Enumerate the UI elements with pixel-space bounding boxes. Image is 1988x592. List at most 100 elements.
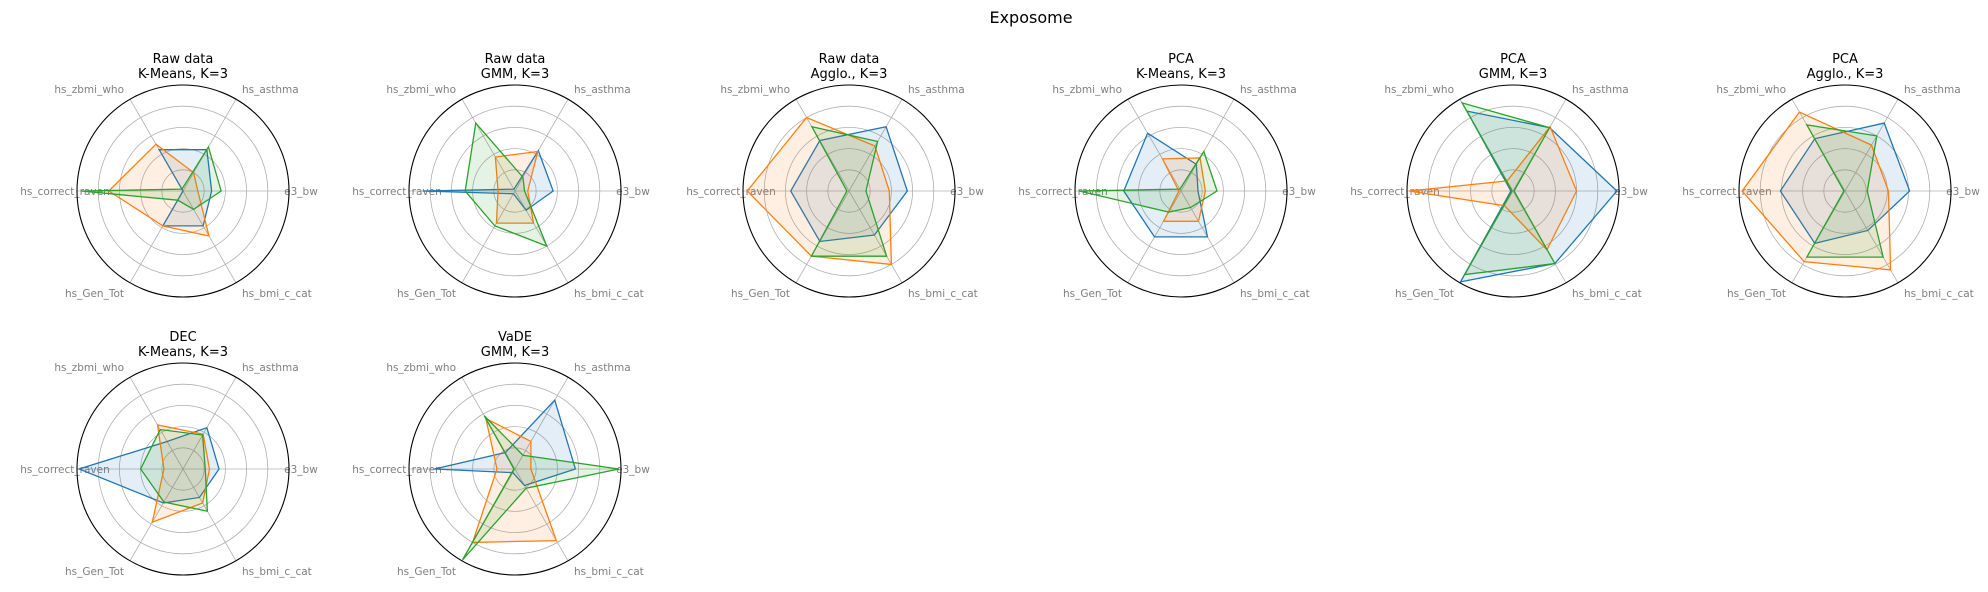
axis-label: hs_bmi_c_cat	[1572, 288, 1642, 300]
axis-label: hs_Gen_Tot	[731, 288, 790, 300]
radar-frame	[1406, 84, 1620, 298]
axis-label: hs_asthma	[242, 84, 299, 96]
radar-panel: e3_bw hs_asthma hs_zbmi_who hs_correct_rave…	[1018, 52, 1316, 300]
panel-title-line2: GMM, K=3	[481, 67, 549, 82]
axis-label: e3_bw	[284, 464, 318, 476]
axis-spoke	[1127, 99, 1182, 192]
radar-frame	[408, 84, 622, 298]
series-polygon	[471, 417, 558, 544]
axis-spoke	[848, 190, 903, 283]
panel-title-line1: DEC	[169, 330, 196, 345]
radar-panel: e3_bwhs_asthmahs_zbmi_whohs_correct_rave…	[20, 330, 318, 578]
panel-title-line2: GMM, K=3	[481, 345, 549, 360]
radar-panel: e3_bw hs_asthma hs_zbmi_who hs_correct_rave…	[352, 330, 650, 578]
axis-label: hs_asthma	[1904, 84, 1961, 96]
axis-label: hs_correct_raven	[1018, 186, 1107, 198]
axis-label: hs_bmi_c_cat	[574, 288, 644, 300]
radar-frame	[76, 362, 290, 576]
panel-title-line2: K-Means, K=3	[138, 345, 228, 360]
panels-group: e3_bw hs_asthma hs_zbmi_who hs_correct_rave…	[20, 52, 1980, 578]
panel-title-line1: Raw data	[819, 52, 880, 67]
panel-title-line1: PCA	[1168, 52, 1194, 67]
axis-label: hs_zbmi_who	[1384, 84, 1454, 96]
series-polygon	[746, 116, 893, 266]
axis-label: hs_Gen_Tot	[397, 566, 456, 578]
radar-frame	[408, 362, 622, 576]
axis-label: hs_bmi_c_cat	[574, 566, 644, 578]
series-polygon	[464, 121, 548, 248]
axis-label: hs_asthma	[574, 362, 631, 374]
axis-label: hs_zbmi_who	[386, 84, 456, 96]
series-polygon	[1079, 150, 1218, 213]
axis-label: hs_correct_raven	[352, 186, 441, 198]
axis-spoke	[129, 377, 184, 470]
series-polygon	[461, 415, 620, 561]
radar-panel: e3_bwhs_asthmahs_zbmi_whohs_correct_rave…	[686, 52, 984, 300]
panel-title-line1: PCA	[1832, 52, 1858, 67]
axis-label: hs_bmi_c_cat	[242, 566, 312, 578]
axis-label: hs_asthma	[1240, 84, 1297, 96]
axis-label: hs_asthma	[1572, 84, 1629, 96]
series-polygon	[810, 125, 888, 257]
axis-spoke	[461, 99, 516, 192]
series-polygon	[1741, 111, 1892, 271]
series-polygon	[1805, 124, 1884, 258]
panel-title-line1: VaDE	[498, 330, 532, 345]
figure-title: Exposome	[989, 8, 1072, 27]
axis-label: hs_correct_raven	[1350, 186, 1439, 198]
axis-label: hs_asthma	[908, 84, 965, 96]
axis-label: hs_bmi_c_cat	[242, 288, 312, 300]
axis-label: hs_zbmi_who	[1052, 84, 1122, 96]
series-polygon	[494, 150, 539, 224]
series-polygon	[77, 426, 220, 504]
radar-panel: e3_bw hs_asthma hs_zbmi_who hs_correct_rave…	[1350, 52, 1648, 300]
axis-label: hs_zbmi_who	[720, 84, 790, 96]
series-polygon	[434, 398, 577, 487]
axis-label: e3_bw	[1282, 186, 1316, 198]
panel-title-line1: Raw data	[485, 52, 546, 67]
radar-frame	[1738, 84, 1952, 298]
radar-frame	[76, 84, 290, 298]
series-polygon	[1460, 101, 1556, 276]
axis-label: hs_Gen_Tot	[65, 288, 124, 300]
panel-title-line2: GMM, K=3	[1479, 67, 1547, 82]
axis-label: e3_bw	[950, 186, 984, 198]
series-polygon	[422, 149, 554, 212]
axis-spoke	[514, 99, 569, 192]
axis-label: e3_bw	[284, 186, 318, 198]
axis-label: e3_bw	[1614, 186, 1648, 198]
panel-title-line2: Agglo., K=3	[811, 67, 888, 82]
axis-label: hs_correct_raven	[352, 464, 441, 476]
axis-label: hs_zbmi_who	[54, 84, 124, 96]
axis-label: hs_Gen_Tot	[1063, 288, 1122, 300]
series-polygon	[139, 428, 209, 513]
axis-label: e3_bw	[616, 464, 650, 476]
axis-label: hs_zbmi_who	[54, 362, 124, 374]
axis-label: hs_Gen_Tot	[65, 566, 124, 578]
series-polygon	[1779, 122, 1911, 245]
axis-label: hs_asthma	[574, 84, 631, 96]
axis-label: hs_Gen_Tot	[397, 288, 456, 300]
axis-label: hs_asthma	[242, 362, 299, 374]
axis-label: hs_Gen_Tot	[1727, 288, 1786, 300]
panel-title-line1: Raw data	[153, 52, 214, 67]
axis-spoke	[1180, 99, 1235, 192]
axis-label: hs_correct_raven	[1682, 186, 1771, 198]
radar-panel: e3_bwhs_asthmahs_zbmi_whohs_correct_rave…	[20, 52, 318, 300]
panel-title-line1: PCA	[1500, 52, 1526, 67]
series-polygon	[81, 145, 222, 211]
axis-spoke	[1844, 190, 1899, 283]
axis-spoke	[129, 468, 184, 561]
axis-label: e3_bw	[616, 186, 650, 198]
axis-label: hs_zbmi_who	[1716, 84, 1786, 96]
axis-spoke	[848, 99, 903, 192]
axis-label: e3_bw	[1946, 186, 1980, 198]
axis-spoke	[182, 99, 237, 192]
axis-spoke	[182, 468, 237, 561]
radar-frame	[1074, 84, 1288, 298]
axis-label: hs_zbmi_who	[386, 362, 456, 374]
axis-spoke	[461, 190, 516, 283]
axis-label: hs_bmi_c_cat	[908, 288, 978, 300]
radar-panel: e3_bw hs_asthma hs_zbmi_who hs_correct_rave…	[352, 52, 650, 300]
